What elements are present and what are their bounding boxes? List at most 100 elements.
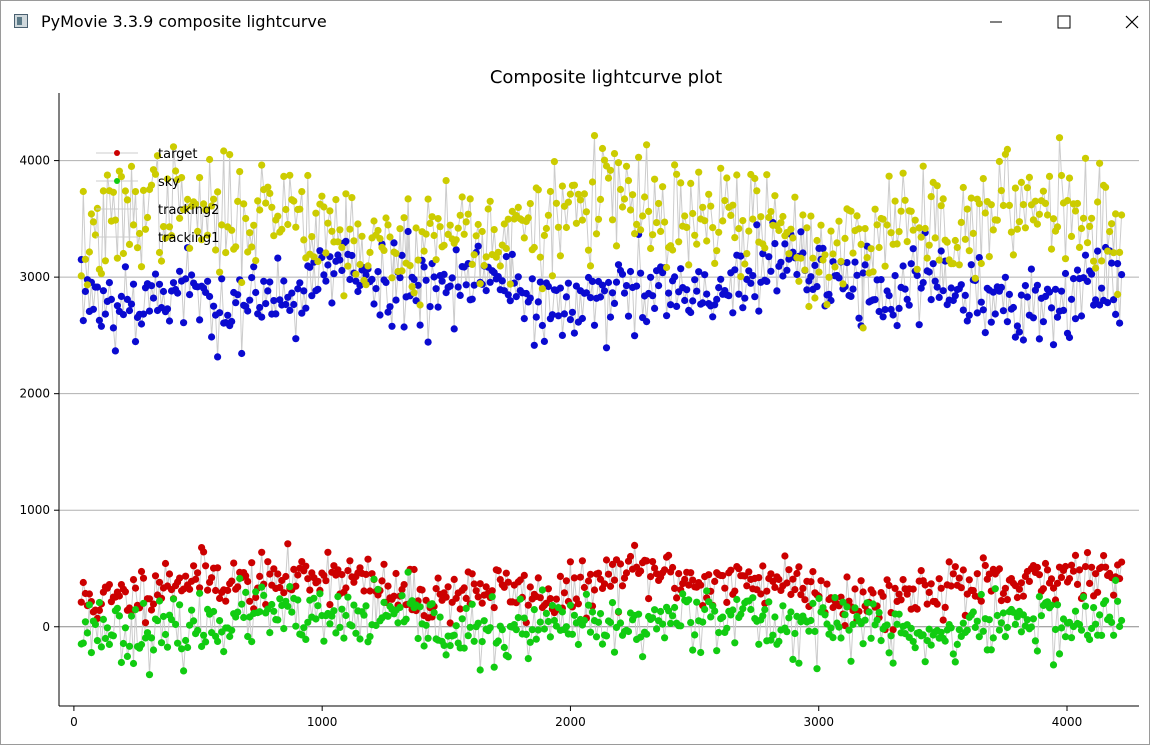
point-sky	[248, 638, 256, 646]
point-target	[258, 548, 266, 556]
title-bar[interactable]: PyMovie 3.3.9 composite lightcurve	[1, 1, 1149, 43]
point-tracking2	[811, 294, 819, 302]
point-tracking2	[635, 153, 643, 161]
point-tracking2	[737, 273, 745, 281]
point-target	[1001, 584, 1010, 592]
point-tracking2	[829, 250, 837, 258]
point-tracking2	[677, 179, 685, 187]
minimize-button[interactable]	[973, 1, 1019, 43]
point-sky	[328, 612, 336, 620]
point-tracking1	[582, 289, 591, 297]
point-tracking1	[262, 300, 270, 308]
point-sky	[845, 626, 853, 634]
point-sky	[524, 655, 532, 663]
point-target	[809, 568, 817, 576]
point-sky	[380, 598, 388, 607]
point-tracking2	[216, 268, 224, 276]
point-sky	[280, 625, 288, 633]
point-tracking2	[671, 161, 679, 169]
point-tracking1	[1023, 293, 1031, 301]
point-sky	[139, 599, 148, 607]
point-sky	[544, 617, 553, 626]
point-target	[1092, 570, 1100, 578]
point-target	[755, 574, 763, 582]
point-target	[645, 595, 653, 603]
point-target	[719, 572, 727, 580]
point-target	[224, 586, 232, 595]
point-target	[927, 580, 935, 588]
lightcurve-chart[interactable]: Composite lightcurve plot 0 1000 2000 3000 4…	[1, 43, 1151, 746]
point-sky	[1110, 631, 1118, 639]
point-sky	[785, 614, 793, 622]
point-tracking2	[520, 234, 528, 242]
point-sky	[129, 659, 138, 668]
point-sky	[1029, 615, 1037, 623]
plot-area[interactable]: Composite lightcurve plot 0 1000 2000 3000 4…	[1, 43, 1151, 746]
point-tracking2	[562, 223, 571, 232]
point-tracking2	[859, 324, 867, 332]
point-tracking1	[781, 240, 789, 248]
point-sky	[344, 593, 352, 601]
point-sky	[574, 640, 583, 649]
point-sky	[889, 659, 897, 667]
point-target	[631, 541, 639, 549]
point-sky	[522, 630, 530, 639]
point-tracking1	[174, 289, 182, 297]
point-sky	[326, 620, 334, 628]
point-tracking1	[689, 297, 697, 305]
point-sky	[909, 637, 917, 646]
point-sky	[927, 641, 935, 649]
point-target	[366, 587, 374, 595]
point-tracking1	[294, 285, 302, 293]
point-sky	[91, 620, 99, 629]
point-tracking1	[709, 313, 717, 321]
point-target	[222, 597, 230, 605]
point-target	[1086, 579, 1094, 588]
point-target	[606, 582, 615, 590]
point-sky	[312, 615, 320, 623]
point-sky	[971, 623, 979, 632]
point-tracking2	[284, 220, 292, 229]
point-tracking1	[961, 291, 969, 299]
point-sky	[598, 640, 607, 648]
point-sky	[468, 600, 476, 608]
point-sky	[101, 634, 109, 643]
point-sky	[450, 631, 458, 639]
point-tracking2	[875, 243, 883, 252]
point-tracking2	[883, 221, 891, 229]
point-tracking1	[647, 273, 655, 281]
point-target	[1067, 561, 1076, 569]
close-button[interactable]	[1109, 1, 1152, 43]
point-tracking2	[143, 213, 152, 222]
point-target	[196, 584, 204, 592]
point-sky	[147, 634, 156, 642]
point-tracking2	[502, 244, 510, 253]
point-tracking2	[121, 187, 129, 195]
point-target	[610, 576, 619, 584]
point-tracking2	[953, 243, 961, 252]
point-tracking2	[622, 162, 631, 170]
maximize-button[interactable]	[1041, 1, 1087, 43]
point-tracking2	[176, 214, 184, 222]
legend-label-tracking2: tracking2	[158, 203, 219, 218]
point-target	[204, 586, 212, 594]
point-target	[681, 575, 689, 584]
point-target	[360, 587, 368, 595]
point-tracking2	[530, 243, 538, 252]
point-tracking2	[262, 199, 270, 207]
point-target	[306, 586, 314, 594]
point-sky	[723, 624, 731, 632]
point-sky	[795, 659, 803, 667]
point-tracking2	[139, 186, 148, 194]
point-sky	[869, 600, 877, 608]
point-tracking2	[801, 266, 809, 274]
point-tracking2	[428, 213, 436, 221]
point-tracking2	[751, 174, 759, 183]
point-tracking2	[254, 197, 262, 205]
point-tracking1	[165, 317, 174, 325]
point-tracking1	[893, 322, 901, 330]
point-tracking2	[472, 232, 480, 240]
point-tracking2	[348, 194, 356, 202]
point-tracking1	[260, 277, 268, 285]
point-tracking2	[749, 215, 757, 223]
